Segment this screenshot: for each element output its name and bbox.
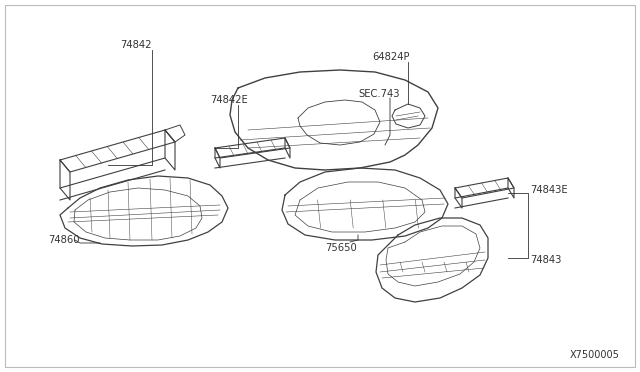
Text: 74842E: 74842E xyxy=(210,95,248,105)
Text: 74843: 74843 xyxy=(530,255,561,265)
Text: 74842: 74842 xyxy=(120,40,152,50)
Text: 74860: 74860 xyxy=(48,235,79,245)
Text: SEC.743: SEC.743 xyxy=(358,89,399,99)
Text: 75650: 75650 xyxy=(325,243,356,253)
Text: 74843E: 74843E xyxy=(530,185,568,195)
Text: X7500005: X7500005 xyxy=(570,350,620,360)
Text: 64824P: 64824P xyxy=(372,52,410,62)
